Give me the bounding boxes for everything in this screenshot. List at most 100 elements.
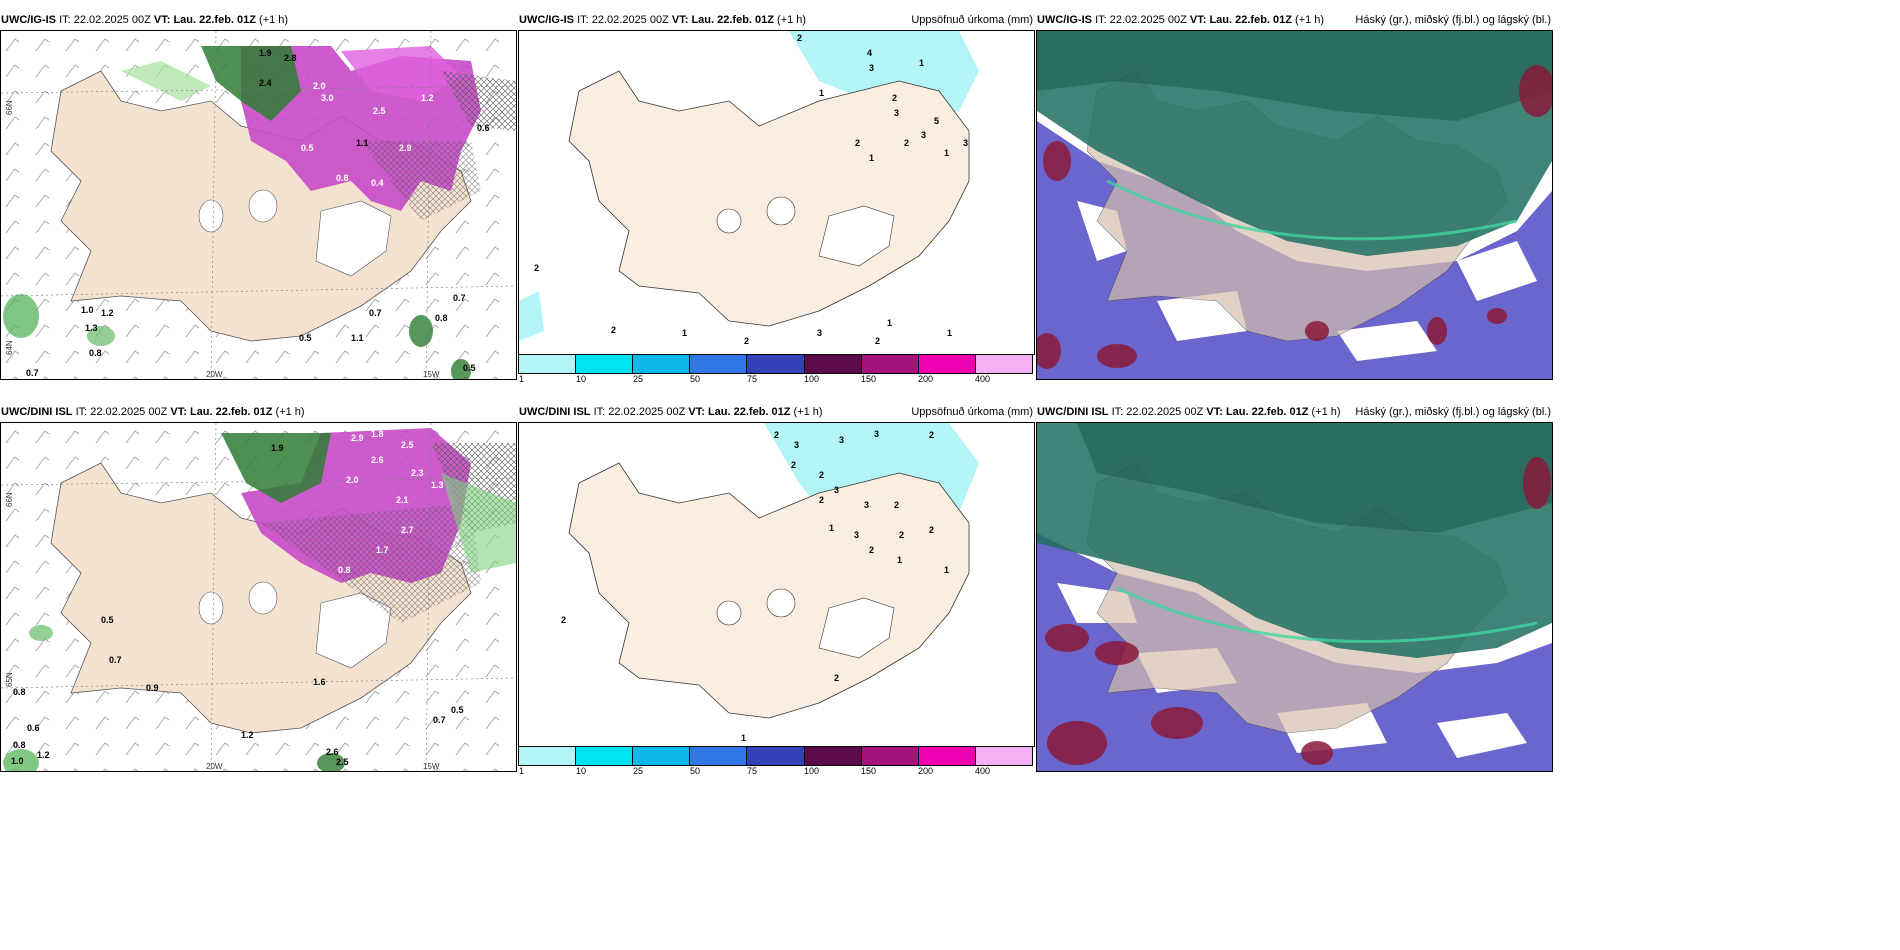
svg-text:3: 3 — [794, 440, 799, 450]
svg-text:3: 3 — [839, 435, 844, 445]
low-cloud-patches — [1037, 65, 1552, 369]
svg-text:0.8: 0.8 — [13, 740, 26, 750]
accum-labels: 2 3 3 2 2 3 2 2 3 3 2 1 3 2 2 1 1 2 2 2 — [561, 429, 949, 743]
svg-text:1: 1 — [887, 318, 892, 328]
cloud-edge — [1116, 586, 1538, 644]
svg-text:1.2: 1.2 — [421, 93, 434, 103]
svg-text:3: 3 — [894, 108, 899, 118]
svg-text:0.8: 0.8 — [336, 173, 349, 183]
map-clouds-ig[interactable] — [1036, 30, 1553, 380]
colorbar-tick: 400 — [975, 374, 991, 384]
svg-text:0.8: 0.8 — [338, 565, 351, 575]
map-precip-type-dini[interactable]: 2.9 1.8 1.9 2.0 2.6 2.5 2.3 1.3 2.1 2.7 … — [0, 422, 517, 772]
colorbar-tick: 100 — [804, 766, 820, 776]
axis-labels: 66N 65N 20W 15W — [5, 492, 440, 771]
iceland-land — [568, 70, 970, 327]
svg-text:2.9: 2.9 — [351, 433, 364, 443]
colorbar-tick: 200 — [918, 766, 934, 776]
colorbar-swatch — [633, 355, 691, 373]
map-precip-type-ig[interactable]: 2.8 1.9 2.4 2.0 3.0 2.5 1.2 2.9 1.1 1.0 … — [0, 30, 517, 380]
svg-text:1: 1 — [944, 565, 949, 575]
accum-area — [519, 291, 544, 341]
svg-text:15W: 15W — [423, 762, 440, 771]
colorbar-swatch — [804, 747, 862, 765]
svg-text:0.4: 0.4 — [371, 178, 384, 188]
colorbar-swatch — [975, 355, 1032, 373]
svg-text:3.0: 3.0 — [321, 93, 334, 103]
svg-text:1: 1 — [869, 153, 874, 163]
map-accum-precip-ig[interactable]: 2 3 4 2 1 1 3 2 3 5 2 1 3 1 2 2 1 2 3 1 — [518, 30, 1035, 355]
svg-text:1: 1 — [919, 58, 924, 68]
precip-rain-area — [3, 433, 516, 771]
svg-text:1.1: 1.1 — [351, 333, 364, 343]
colorbar-tick: 400 — [975, 766, 991, 776]
colorbar-tick: 75 — [747, 374, 758, 384]
svg-text:2: 2 — [819, 495, 824, 505]
svg-text:1.9: 1.9 — [259, 48, 272, 58]
panel-precip-type-ig: UWC/IG-IS IT: 22.02.2025 00Z VT: Lau. 22… — [0, 12, 517, 382]
svg-text:3: 3 — [817, 328, 822, 338]
svg-text:20W: 20W — [206, 370, 223, 379]
svg-text:3: 3 — [921, 130, 926, 140]
map-svg — [1037, 31, 1552, 379]
svg-text:1: 1 — [741, 733, 746, 743]
svg-text:1: 1 — [897, 555, 902, 565]
svg-text:66N: 66N — [5, 492, 14, 507]
svg-text:0.8: 0.8 — [89, 348, 102, 358]
colorbar-swatch — [861, 747, 919, 765]
colorbar-swatch — [519, 747, 577, 765]
svg-text:0.5: 0.5 — [301, 143, 314, 153]
svg-text:2.0: 2.0 — [313, 81, 326, 91]
svg-text:0.5: 0.5 — [299, 333, 312, 343]
svg-text:4: 4 — [867, 48, 872, 58]
svg-text:2.9: 2.9 — [399, 143, 412, 153]
svg-text:3: 3 — [869, 63, 874, 73]
colorbar-tick: 200 — [918, 374, 934, 384]
svg-text:2.7: 2.7 — [401, 525, 414, 535]
colorbar-swatch — [804, 355, 862, 373]
colorbar-ticks: 1 10 25 50 75 100 150 200 400 — [518, 766, 1033, 778]
svg-text:0.6: 0.6 — [27, 723, 40, 733]
svg-text:66N: 66N — [5, 100, 14, 115]
cloud-edge — [1106, 179, 1518, 241]
panel-clouds-ig: UWC/IG-IS IT: 22.02.2025 00Z VT: Lau. 22… — [1036, 12, 1553, 382]
svg-text:2: 2 — [534, 263, 539, 273]
svg-text:0.5: 0.5 — [451, 705, 464, 715]
colorbar-swatch — [975, 747, 1032, 765]
panel-right-title: Uppsöfnuð úrkoma (mm) — [911, 14, 1033, 26]
panel-right-title: Uppsöfnuð úrkoma (mm) — [911, 406, 1033, 418]
svg-text:5: 5 — [934, 116, 939, 126]
svg-text:2: 2 — [774, 430, 779, 440]
svg-text:1: 1 — [947, 328, 952, 338]
colorbar-swatch — [918, 355, 976, 373]
high-cloud-core — [1037, 31, 1552, 121]
colorbar-swatch — [747, 355, 805, 373]
svg-text:2: 2 — [855, 138, 860, 148]
colorbar — [518, 746, 1033, 766]
svg-text:1.6: 1.6 — [313, 677, 326, 687]
colorbar-tick: 25 — [633, 374, 644, 384]
axis-labels: 66N 64N 20W 15W — [5, 100, 440, 379]
map-svg — [1037, 423, 1552, 771]
graticule — [1, 423, 516, 771]
svg-text:0.7: 0.7 — [433, 715, 446, 725]
svg-text:1.0: 1.0 — [11, 756, 24, 766]
svg-text:0.6: 0.6 — [477, 123, 490, 133]
svg-text:1.2: 1.2 — [101, 308, 114, 318]
svg-text:0.5: 0.5 — [101, 615, 114, 625]
svg-text:20W: 20W — [206, 762, 223, 771]
svg-text:1.9: 1.9 — [271, 443, 284, 453]
svg-text:2: 2 — [904, 138, 909, 148]
high-cloud-area — [1037, 423, 1552, 658]
iceland-land — [568, 462, 970, 719]
map-clouds-dini[interactable] — [1036, 422, 1553, 772]
panel-accum-precip-dini: UWC/DINI ISL IT: 22.02.2025 00Z VT: Lau.… — [518, 404, 1035, 776]
colorbar-swatch — [690, 747, 748, 765]
colorbar-tick: 10 — [576, 766, 587, 776]
svg-text:0.9: 0.9 — [146, 683, 159, 693]
svg-text:1.2: 1.2 — [37, 750, 50, 760]
svg-text:3: 3 — [963, 138, 968, 148]
colorbar-tick: 1 — [519, 766, 525, 776]
map-accum-precip-dini[interactable]: 2 3 3 2 2 3 2 2 3 3 2 1 3 2 2 1 1 2 2 2 — [518, 422, 1035, 747]
panel-header: UWC/DINI ISL IT: 22.02.2025 00Z VT: Lau.… — [519, 406, 823, 418]
